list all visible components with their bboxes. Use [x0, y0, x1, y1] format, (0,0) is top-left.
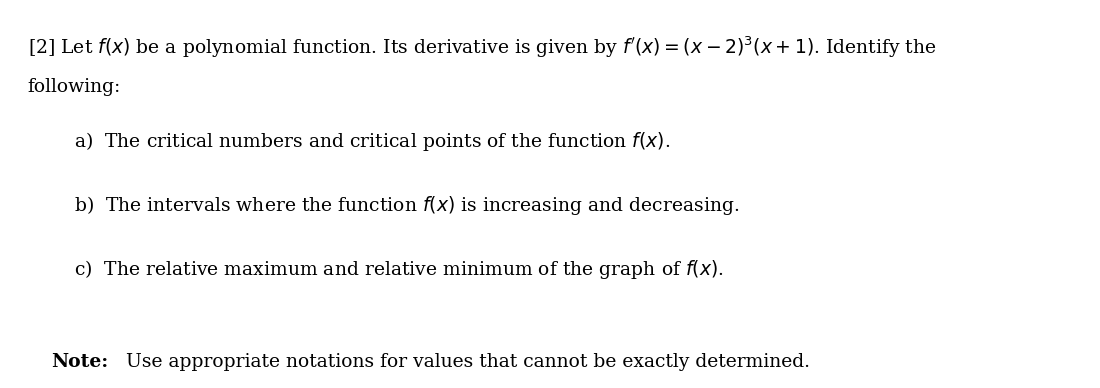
- Text: Use appropriate notations for values that cannot be exactly determined.: Use appropriate notations for values tha…: [120, 353, 810, 371]
- Text: a)  The critical numbers and critical points of the function $f(x)$.: a) The critical numbers and critical poi…: [74, 130, 670, 153]
- Text: c)  The relative maximum and relative minimum of the graph of $f(x)$.: c) The relative maximum and relative min…: [74, 258, 723, 281]
- Text: following:: following:: [28, 78, 121, 95]
- Text: Note:: Note:: [51, 353, 108, 371]
- Text: b)  The intervals where the function $f(x)$ is increasing and decreasing.: b) The intervals where the function $f(x…: [74, 194, 739, 217]
- Text: [2] Let $f(x)$ be a polynomial function. Its derivative is given by $f'(x) = (x : [2] Let $f(x)$ be a polynomial function.…: [28, 35, 936, 61]
